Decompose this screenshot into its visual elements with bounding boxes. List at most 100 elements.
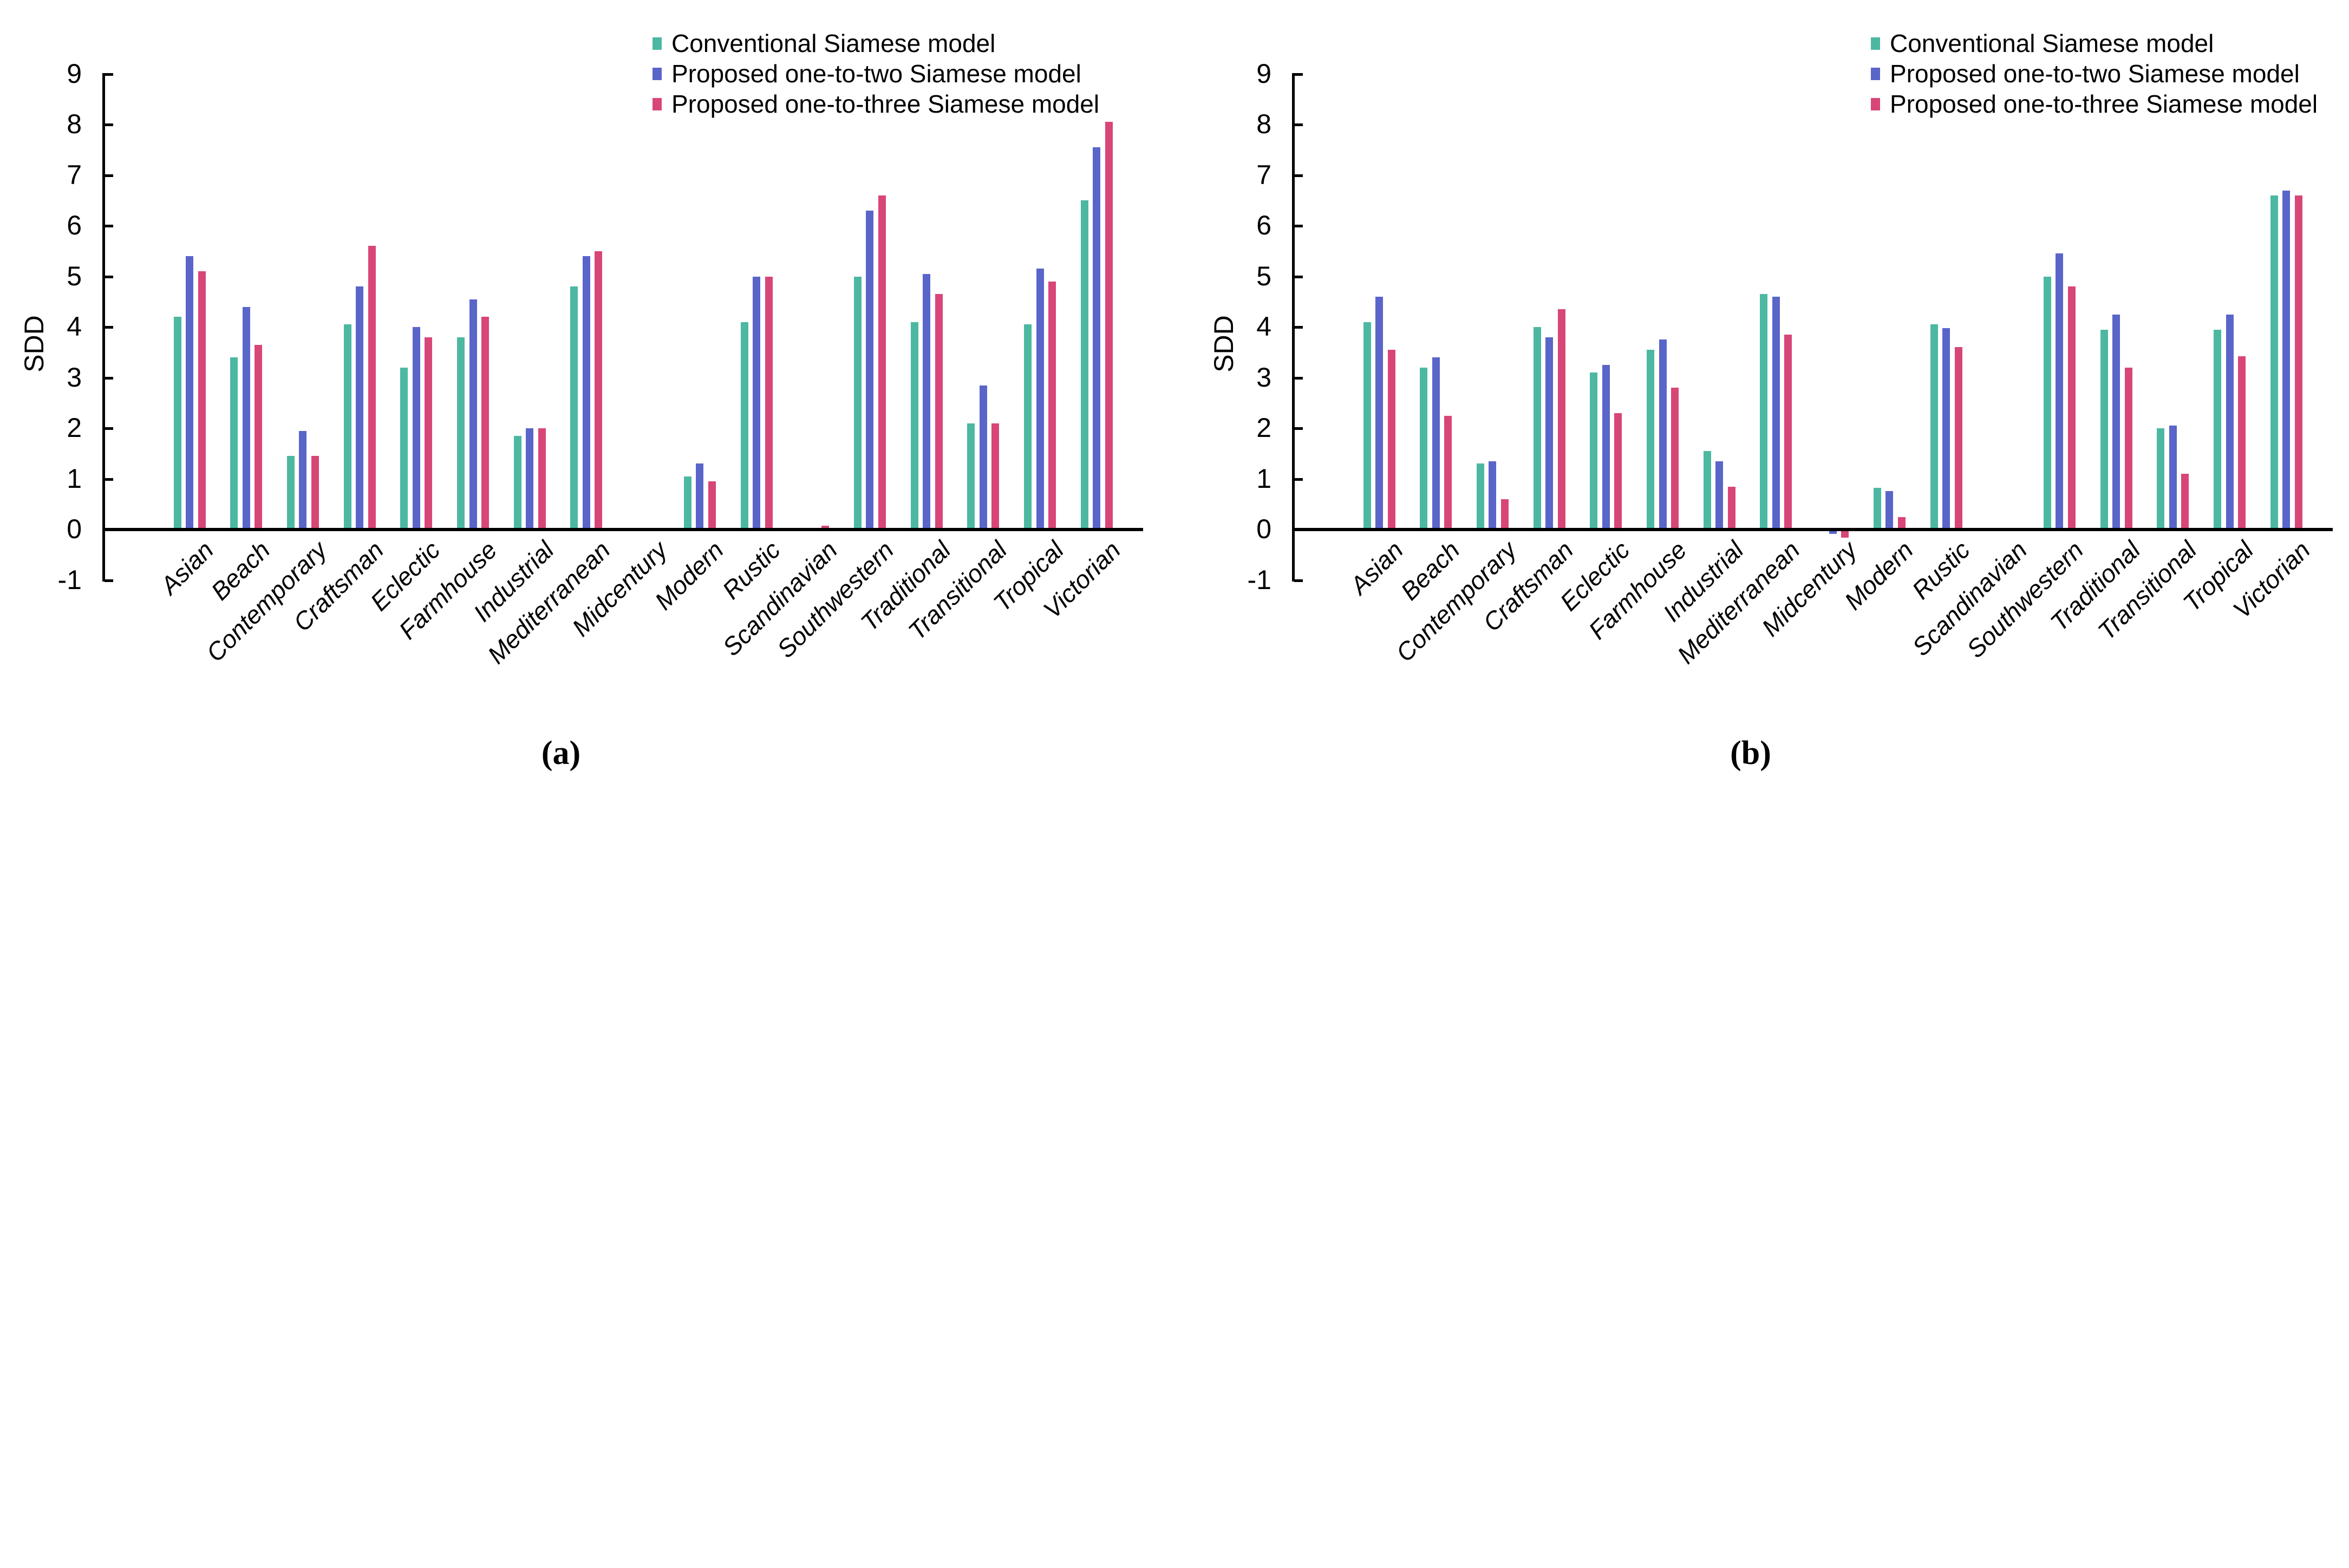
y-tick: [105, 427, 113, 430]
y-tick-label: 3: [1256, 362, 1271, 393]
bar-b-rustic-s1: [1942, 328, 1950, 531]
figure: 9 8 7 6 5 4 3 2 1 0 -1 Asian Beach Contemporary Crafts…: [19, 29, 2333, 772]
bar-b-asian-s1: [1375, 296, 1383, 531]
x-axis-line: [1293, 528, 2333, 531]
bar-b-tropical-s1: [2226, 314, 2234, 531]
bar-b-tropical-s0: [2214, 329, 2221, 531]
y-axis-title: SDD: [19, 315, 49, 373]
bar-b-eclectic-s0: [1590, 373, 1598, 531]
bar-a-asian-s0: [173, 317, 181, 531]
y-tick: [1294, 123, 1303, 126]
bar-b-modern-s0: [1873, 488, 1881, 531]
bar-a-rustic-s1: [753, 276, 760, 531]
bar-a-victorian-s1: [1093, 147, 1101, 531]
bar-a-tropical-s2: [1048, 281, 1056, 531]
bar-a-southwestern-s0: [853, 276, 862, 531]
y-tick-label: 2: [1256, 413, 1271, 443]
caption-a: (a): [541, 735, 581, 772]
bar-b-traditional-s1: [2112, 314, 2120, 531]
bar-b-southwestern-s1: [2056, 253, 2064, 531]
bar-b-farmhouse-s1: [1659, 339, 1667, 531]
bar-b-eclectic-s2: [1614, 413, 1622, 531]
y-tick: [105, 225, 113, 227]
bar-b-victorian-s0: [2270, 195, 2278, 531]
y-tick-label: 6: [1256, 210, 1271, 240]
y-tick-label: 2: [67, 413, 82, 443]
y-tick-label: 5: [1256, 260, 1271, 291]
bar-b-industrial-s2: [1727, 486, 1735, 531]
legend-item: Proposed one-to-three Siamese model: [1871, 90, 2318, 118]
bar-b-farmhouse-s2: [1671, 388, 1679, 531]
bar-b-transitional-s1: [2169, 426, 2177, 531]
bar-a-eclectic-s2: [425, 337, 433, 531]
legend-swatch: [652, 37, 662, 50]
y-tick: [1294, 326, 1303, 329]
legend-label: Conventional Siamese model: [1890, 29, 2214, 57]
bar-a-asian-s1: [186, 256, 193, 531]
bar-b-southwestern-s0: [2043, 276, 2051, 531]
bar-a-rustic-s2: [765, 276, 773, 531]
legend-swatch: [652, 67, 662, 80]
x-tick-label-asian: Asian: [154, 535, 219, 600]
bar-a-craftsman-s2: [368, 246, 376, 531]
bar-a-rustic-s0: [740, 322, 748, 531]
y-tick: [105, 123, 113, 126]
bar-b-craftsman-s0: [1533, 327, 1541, 531]
y-axis-spine: [1291, 73, 1295, 582]
bar-b-contemporary-s0: [1476, 463, 1484, 531]
bar-a-asian-s2: [198, 271, 206, 531]
y-tick: [1294, 579, 1303, 582]
y-tick-label: -1: [57, 564, 82, 595]
y-tick: [105, 478, 113, 481]
legend-item: Proposed one-to-two Siamese model: [652, 60, 1081, 88]
bar-b-transitional-s0: [2157, 428, 2165, 531]
bar-b-rustic-s2: [1954, 347, 1962, 531]
bar-a-mediterranean-s0: [570, 286, 578, 531]
y-tick: [1294, 73, 1303, 76]
bar-b-southwestern-s2: [2067, 286, 2076, 531]
bar-b-beach-s0: [1420, 367, 1428, 531]
bar-b-midcentury-s1: [1829, 530, 1837, 534]
legend-swatch: [1871, 67, 1880, 80]
bar-b-eclectic-s1: [1602, 365, 1610, 531]
bar-a-farmhouse-s0: [457, 337, 465, 531]
bar-b-traditional-s0: [2100, 329, 2108, 531]
bar-b-industrial-s1: [1715, 461, 1724, 531]
y-tick-label: 9: [1256, 58, 1271, 89]
bar-a-farmhouse-s1: [469, 299, 477, 531]
bar-a-victorian-s2: [1105, 122, 1113, 531]
legend-swatch: [1871, 97, 1880, 110]
y-tick-label: 3: [67, 362, 82, 393]
bar-a-industrial-s2: [538, 428, 546, 531]
bar-b-victorian-s1: [2282, 190, 2291, 531]
y-tick-label: 5: [67, 260, 82, 291]
y-tick-label: 8: [1256, 109, 1271, 139]
y-tick: [1294, 376, 1303, 380]
legend-label: Proposed one-to-two Siamese model: [1890, 60, 2300, 88]
y-tick: [105, 376, 113, 380]
figure-canvas: { "figure": { "ylabel": "SDD", "captions…: [19, 29, 2333, 772]
bar-a-beach-s1: [242, 306, 250, 531]
bar-b-contemporary-s1: [1489, 461, 1497, 531]
chart-panel-a: 9 8 7 6 5 4 3 2 1 0 -1 Asian Beach Contemporary Crafts…: [19, 29, 1143, 772]
y-tick-label: 4: [67, 311, 82, 342]
y-axis-spine: [102, 73, 105, 582]
bar-a-transitional-s2: [991, 423, 1000, 531]
bar-b-traditional-s2: [2124, 367, 2132, 531]
bar-a-tropical-s1: [1036, 269, 1044, 531]
bar-a-beach-s2: [255, 344, 263, 531]
bar-b-beach-s2: [1444, 415, 1452, 531]
bar-b-craftsman-s2: [1557, 309, 1565, 531]
bar-a-modern-s0: [683, 476, 691, 531]
bar-a-modern-s1: [696, 463, 704, 531]
bar-a-traditional-s0: [910, 322, 918, 531]
y-tick: [105, 579, 113, 582]
y-tick-label: 7: [1256, 159, 1271, 190]
x-axis-line: [103, 528, 1143, 531]
y-tick: [105, 73, 113, 76]
bar-a-tropical-s0: [1024, 324, 1032, 531]
bar-b-mediterranean-s1: [1772, 296, 1780, 531]
caption-b: (b): [1730, 735, 1771, 772]
bar-a-transitional-s1: [979, 385, 987, 531]
bar-b-tropical-s2: [2238, 356, 2246, 531]
